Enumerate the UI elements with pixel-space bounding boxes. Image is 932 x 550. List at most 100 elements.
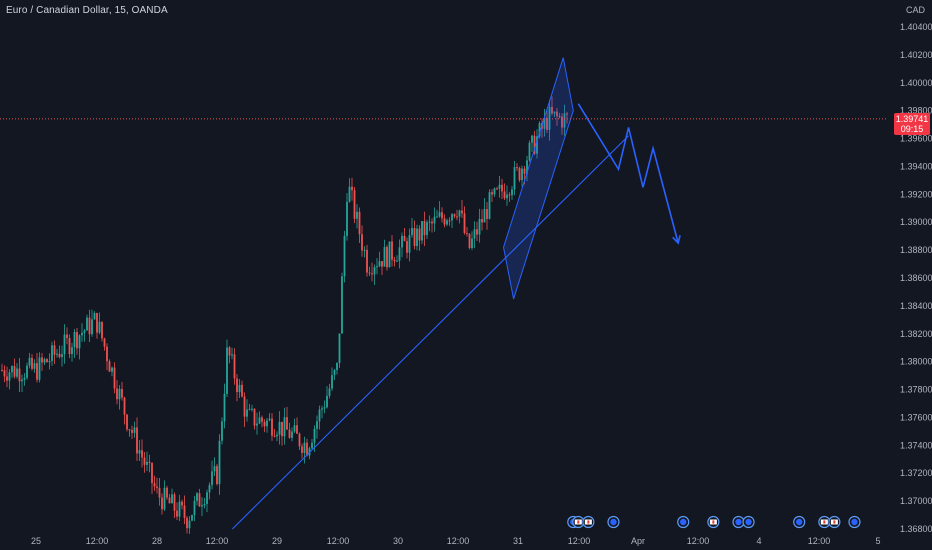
projection-path[interactable] — [577, 103, 679, 244]
candle-body — [176, 510, 178, 517]
candle-body — [488, 192, 491, 219]
candle-body — [448, 220, 451, 222]
candle-body — [506, 194, 508, 199]
price-tick-label: 1.37400 — [900, 440, 932, 450]
candles-layer — [1, 96, 568, 534]
candle-body — [428, 221, 431, 223]
price-tick-label: 1.37800 — [900, 385, 932, 395]
symbol-title[interactable]: Euro / Canadian Dollar, 15, OANDA — [6, 5, 168, 16]
candle-body — [331, 375, 333, 389]
candle-body — [146, 461, 148, 465]
candle-body — [371, 273, 373, 275]
time-tick-label: 12:00 — [327, 536, 350, 546]
candle-body — [338, 333, 341, 363]
time-tick-label: 31 — [513, 536, 523, 546]
time-axis[interactable]: 25 12:00 28 12:00 29 12:00 30 12:00 31 12:00 Apr 12… — [31, 536, 881, 546]
candle-body — [1, 370, 3, 372]
candle-body — [426, 222, 428, 236]
candle-body — [206, 492, 208, 504]
candle-body — [11, 366, 13, 373]
globe-icon-fill — [745, 518, 752, 526]
candle-body — [466, 232, 468, 234]
candle-body — [238, 384, 241, 393]
candle-body — [433, 216, 436, 224]
candle-body — [121, 388, 123, 398]
candle-body — [211, 471, 213, 485]
candle-body — [178, 501, 181, 517]
candle-body — [118, 388, 121, 400]
globe-icon-fill — [610, 518, 617, 526]
candle-body — [326, 395, 328, 408]
candle-body — [436, 216, 438, 218]
candle-body — [236, 378, 238, 393]
candle-body — [558, 116, 561, 118]
candle-body — [368, 272, 371, 274]
candle-body — [231, 354, 233, 356]
candle-body — [106, 346, 108, 362]
time-tick-label: 12:00 — [568, 536, 591, 546]
candle-body — [373, 267, 376, 275]
lower-trendline[interactable] — [231, 135, 629, 530]
candle-body — [143, 457, 146, 465]
candle-body — [163, 487, 166, 510]
candle-body — [376, 266, 378, 268]
candle-body — [116, 388, 118, 400]
candle-body — [476, 229, 478, 235]
globe-icon-fill — [680, 518, 687, 526]
candle-body — [41, 357, 43, 363]
candle-body — [36, 363, 38, 380]
candle-body — [296, 425, 298, 434]
price-axis[interactable]: 1.40400 1.40200 1.40000 1.39800 1.39600 1.394… — [900, 22, 932, 534]
currency-label: CAD — [905, 5, 925, 15]
candle-body — [218, 440, 221, 485]
globe-icon-fill — [735, 518, 742, 526]
candle-body — [86, 317, 88, 331]
channel-box[interactable] — [503, 57, 574, 300]
candle-body — [563, 113, 566, 128]
candle-body — [346, 201, 348, 236]
candle-body — [538, 123, 541, 137]
candle-body — [251, 408, 253, 410]
candle-body — [71, 347, 73, 355]
candle-body — [446, 220, 448, 225]
price-tick-label: 1.38800 — [900, 245, 932, 255]
candle-body — [298, 433, 301, 447]
time-tick-label: 12:00 — [206, 536, 229, 546]
drawings-layer — [231, 57, 681, 530]
candle-body — [56, 353, 58, 355]
price-tick-label: 1.38200 — [900, 329, 932, 339]
event-markers-layer — [567, 515, 861, 529]
candle-body — [88, 317, 91, 335]
candle-body — [396, 260, 398, 262]
time-tick-label: 12:00 — [447, 536, 470, 546]
candle-body — [413, 228, 416, 247]
candle-body — [183, 505, 186, 518]
candle-body — [321, 408, 323, 410]
candle-body — [93, 313, 96, 320]
projection-arrowhead — [672, 235, 681, 245]
candle-body — [418, 228, 421, 241]
candle-body — [263, 421, 266, 427]
candle-body — [43, 359, 46, 363]
candle-body — [526, 160, 528, 174]
candle-body — [266, 420, 268, 427]
candle-body — [51, 345, 53, 361]
candle-body — [443, 218, 446, 225]
candle-body — [293, 425, 296, 432]
candle-body — [38, 357, 41, 380]
candle-body — [166, 487, 168, 498]
candle-body — [348, 186, 351, 202]
candle-body — [186, 517, 188, 529]
candle-body — [201, 505, 203, 507]
candle-body — [16, 368, 18, 377]
candle-body — [196, 493, 198, 501]
candle-body — [381, 261, 383, 267]
candle-body — [503, 191, 506, 199]
candle-body — [438, 212, 441, 217]
candle-body — [168, 497, 171, 504]
candle-body — [416, 228, 418, 247]
candle-body — [333, 370, 336, 376]
candle-body — [411, 228, 413, 236]
candle-body — [276, 434, 278, 437]
